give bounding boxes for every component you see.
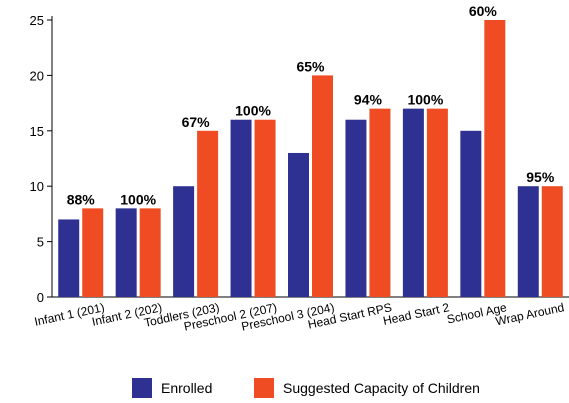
legend-swatch xyxy=(254,378,274,398)
data-label: 100% xyxy=(235,103,271,119)
y-tick-label: 5 xyxy=(37,235,44,250)
bar-capacity xyxy=(197,130,219,297)
bar-enrolled xyxy=(230,119,252,297)
bar-capacity xyxy=(484,20,506,297)
data-label: 65% xyxy=(296,58,325,74)
category-labels: Infant 1 (201)Infant 2 (202)Toddlers (20… xyxy=(33,300,565,333)
bars xyxy=(58,20,563,298)
bar-enrolled xyxy=(402,108,424,297)
bar-enrolled xyxy=(517,186,539,297)
data-label: 67% xyxy=(182,114,211,130)
bar-enrolled xyxy=(173,186,195,297)
y-tick-label: 25 xyxy=(30,13,44,28)
legend: Enrolled Suggested Capacity of Children xyxy=(132,378,480,398)
bar-enrolled xyxy=(115,208,137,297)
bar-enrolled xyxy=(345,119,367,297)
y-axis-ticks: 0 5 10 15 20 25 xyxy=(30,13,52,305)
bar-capacity xyxy=(312,75,333,298)
category-label: Head Start 2 xyxy=(382,300,451,328)
y-tick-label: 10 xyxy=(30,179,44,194)
data-label: 88% xyxy=(67,191,96,207)
bar-capacity xyxy=(426,108,448,297)
data-labels: 88% 100% 67% 100% 65% 94% 100% 60% 95% xyxy=(67,3,555,207)
bar-capacity xyxy=(541,186,563,297)
bar-capacity xyxy=(369,108,391,297)
bar-capacity xyxy=(254,119,276,297)
legend-label: Suggested Capacity of Children xyxy=(283,380,480,396)
bar-capacity xyxy=(82,208,104,297)
y-tick-label: 0 xyxy=(37,290,44,305)
data-label: 95% xyxy=(526,169,555,185)
data-label: 60% xyxy=(469,3,498,19)
legend-label: Enrolled xyxy=(161,380,212,396)
data-label: 100% xyxy=(407,92,443,108)
bar-enrolled xyxy=(58,219,80,297)
data-label: 100% xyxy=(120,191,156,207)
bar-enrolled xyxy=(288,152,309,297)
legend-swatch xyxy=(132,378,152,398)
bar-enrolled xyxy=(460,130,482,297)
bar-capacity xyxy=(139,208,161,297)
y-tick-label: 15 xyxy=(30,124,44,139)
axes xyxy=(51,16,569,298)
data-label: 94% xyxy=(354,92,383,108)
y-tick-label: 20 xyxy=(30,68,44,83)
